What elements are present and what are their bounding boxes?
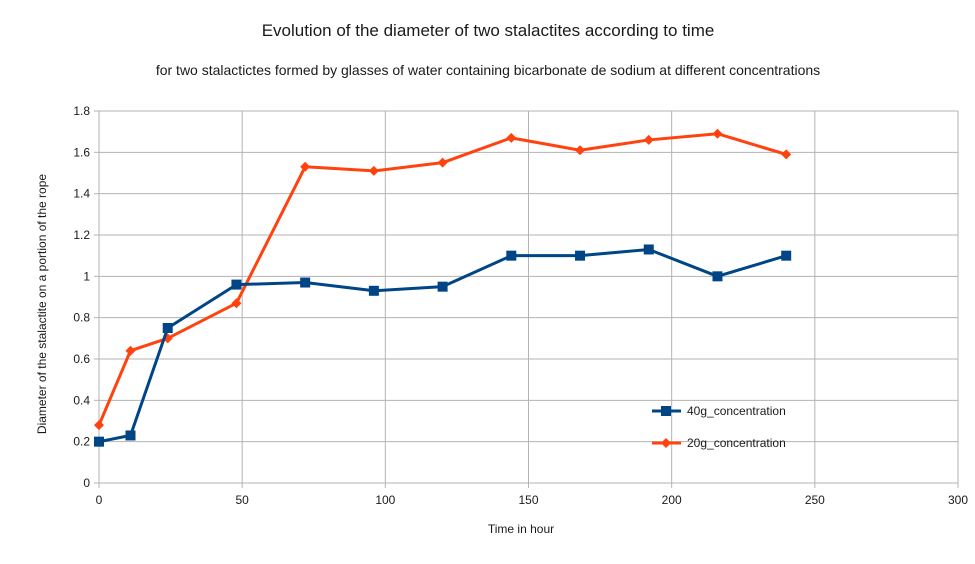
data-point-20g_concentration [506, 132, 517, 143]
legend-item-40g_concentration: 40g_concentration [652, 404, 786, 418]
legend: 40g_concentration 20g_concentration [652, 404, 786, 450]
y-tick-label: 0.4 [73, 393, 90, 407]
x-tick-label: 300 [948, 493, 968, 507]
data-point-20g_concentration [300, 161, 311, 172]
y-tick-label: 1.6 [73, 145, 90, 159]
x-tick-label: 150 [518, 493, 538, 507]
y-tick-label: 1.2 [73, 228, 90, 242]
y-tick-label: 1.8 [73, 104, 90, 118]
legend-label: 20g_concentration [687, 436, 786, 450]
x-axis-label: Time in hour [488, 522, 554, 536]
data-point-40g_concentration [575, 250, 586, 261]
x-tick-label: 50 [235, 493, 249, 507]
series-20g_concentration [94, 128, 792, 431]
data-point-40g_concentration [506, 250, 517, 261]
data-point-40g_concentration [231, 279, 242, 290]
data-point-20g_concentration [712, 128, 723, 139]
data-point-20g_concentration [575, 145, 586, 156]
gridlines [94, 110, 959, 488]
data-point-20g_concentration [125, 345, 136, 356]
x-tick-label: 0 [96, 493, 103, 507]
data-point-20g_concentration [781, 149, 792, 160]
data-point-20g_concentration [643, 134, 654, 145]
y-tick-label: 0.6 [73, 352, 90, 366]
data-point-40g_concentration [643, 244, 654, 255]
series-40g_concentration [94, 244, 792, 447]
data-point-20g_concentration [437, 157, 448, 168]
data-point-40g_concentration [781, 250, 792, 261]
x-tick-label: 200 [662, 493, 682, 507]
legend-label: 40g_concentration [687, 404, 786, 418]
series-line-40g_concentration [98, 247, 787, 444]
legend-item-20g_concentration: 20g_concentration [652, 436, 786, 450]
data-point-40g_concentration [712, 271, 723, 282]
data-point-20g_concentration [368, 165, 379, 176]
data-point-40g_concentration [125, 430, 136, 441]
y-tick-label: 0 [83, 476, 90, 490]
data-point-40g_concentration [94, 436, 104, 447]
data-point-40g_concentration [162, 323, 173, 333]
tick-labels: 0 0.2 0.4 0.6 0.8 1 1.2 1.4 1.6 1.8 0 50 100 150 200 25… [73, 104, 968, 507]
chart-title: Evolution of the diameter of two stalact… [262, 21, 715, 40]
chart-subtitle: for two stalactictes formed by glasses o… [156, 62, 820, 78]
data-point-40g_concentration [437, 281, 448, 292]
y-tick-label: 1.4 [73, 187, 90, 201]
series-lines [94, 128, 792, 447]
legend-marker [661, 406, 671, 416]
x-tick-label: 250 [805, 493, 825, 507]
data-point-40g_concentration [368, 285, 379, 296]
legend-marker [661, 438, 671, 448]
data-point-20g_concentration [94, 420, 104, 431]
y-tick-label: 0.2 [73, 435, 90, 449]
series-line-20g_concentration [97, 132, 787, 426]
y-tick-label: 1 [83, 269, 90, 283]
y-axis-label: Diameter of the stalactite on a portion … [35, 174, 49, 434]
x-tick-label: 100 [375, 493, 395, 507]
data-point-20g_concentration [231, 298, 242, 309]
y-tick-label: 0.8 [73, 311, 90, 325]
data-point-40g_concentration [300, 277, 311, 288]
